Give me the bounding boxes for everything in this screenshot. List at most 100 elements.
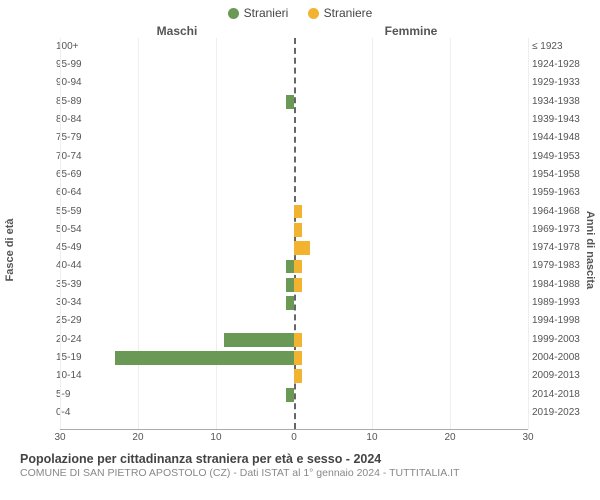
- bar-half-male: [60, 221, 294, 239]
- y-tick-right: 1959-1963: [532, 188, 580, 198]
- y-tick-right: 1944-1948: [532, 133, 580, 143]
- legend-item-female: Straniere: [308, 6, 373, 20]
- bar-half-male: [60, 404, 294, 422]
- bar-half-female: [294, 312, 528, 330]
- bar-row: [60, 129, 528, 147]
- legend-label-female: Straniere: [324, 6, 373, 20]
- x-tick: 30: [522, 432, 533, 443]
- bar-female: [294, 223, 302, 237]
- bar-half-female: [294, 38, 528, 56]
- bar-row: [60, 202, 528, 220]
- bar-male: [286, 95, 294, 109]
- bar-half-male: [60, 312, 294, 330]
- chart-footer: Popolazione per cittadinanza straniera p…: [10, 452, 590, 479]
- bar-half-male: [60, 92, 294, 110]
- bar-female: [294, 333, 302, 347]
- bar-female: [294, 241, 310, 255]
- bar-row: [60, 404, 528, 422]
- bar-half-male: [60, 147, 294, 165]
- bar-row: [60, 312, 528, 330]
- bar-row: [60, 111, 528, 129]
- y-tick-right: 1934-1938: [532, 97, 580, 107]
- bar-half-female: [294, 221, 528, 239]
- bar-half-female: [294, 239, 528, 257]
- bar-half-male: [60, 38, 294, 56]
- y-tick-right: ≤ 1923: [532, 42, 563, 52]
- legend-swatch-male: [228, 8, 239, 19]
- bar-half-female: [294, 404, 528, 422]
- y-tick-right: 1929-1933: [532, 78, 580, 88]
- bar-female: [294, 260, 302, 274]
- bar-row: [60, 349, 528, 367]
- bar-female: [294, 205, 302, 219]
- bar-row: [60, 221, 528, 239]
- y-axis-label-left: Fasce di età: [4, 219, 16, 282]
- bar-row: [60, 92, 528, 110]
- y-tick-right: 1939-1943: [532, 115, 580, 125]
- y-tick-right: 2004-2008: [532, 353, 580, 363]
- bar-row: [60, 331, 528, 349]
- bar-half-female: [294, 257, 528, 275]
- bar-row: [60, 239, 528, 257]
- bar-row: [60, 184, 528, 202]
- bar-half-female: [294, 147, 528, 165]
- bar-half-female: [294, 184, 528, 202]
- side-title-right: Femmine: [294, 24, 528, 38]
- bar-half-female: [294, 111, 528, 129]
- legend: Stranieri Straniere: [10, 6, 590, 22]
- y-tick-right: 1979-1983: [532, 261, 580, 271]
- bar-half-male: [60, 202, 294, 220]
- y-tick-right: 1984-1988: [532, 280, 580, 290]
- x-axis: 0101020203030: [60, 430, 528, 448]
- bar-half-male: [60, 166, 294, 184]
- bar-half-female: [294, 386, 528, 404]
- bar-row: [60, 74, 528, 92]
- bar-half-male: [60, 184, 294, 202]
- bar-female: [294, 351, 302, 365]
- bar-male: [286, 260, 294, 274]
- x-tick: 0: [291, 432, 297, 443]
- x-tick: 20: [444, 432, 455, 443]
- y-tick-right: 2014-2018: [532, 390, 580, 400]
- footer-title: Popolazione per cittadinanza straniera p…: [20, 452, 590, 466]
- bar-half-female: [294, 56, 528, 74]
- y-tick-right: 1924-1928: [532, 60, 580, 70]
- bar-male: [286, 296, 294, 310]
- bar-half-male: [60, 257, 294, 275]
- y-axis-label-right: Anni di nascita: [584, 211, 596, 289]
- x-tick: 10: [210, 432, 221, 443]
- bar-row: [60, 276, 528, 294]
- side-titles: Maschi Femmine: [60, 24, 528, 38]
- bar-row: [60, 166, 528, 184]
- bar-row: [60, 56, 528, 74]
- x-tick: 10: [366, 432, 377, 443]
- bar-female: [294, 278, 302, 292]
- y-tick-right: 2009-2013: [532, 371, 580, 381]
- bar-half-male: [60, 386, 294, 404]
- bar-half-male: [60, 129, 294, 147]
- legend-label-male: Stranieri: [244, 6, 289, 20]
- y-tick-right: 1974-1978: [532, 243, 580, 253]
- bar-half-female: [294, 331, 528, 349]
- y-tick-right: 1954-1958: [532, 170, 580, 180]
- bar-half-male: [60, 239, 294, 257]
- bar-row: [60, 257, 528, 275]
- side-title-left: Maschi: [60, 24, 294, 38]
- bar-half-female: [294, 276, 528, 294]
- bar-half-male: [60, 331, 294, 349]
- plot-area: 100+95-9990-9485-8980-8475-7970-7465-696…: [60, 38, 528, 430]
- x-tick: 20: [132, 432, 143, 443]
- y-tick-right: 1999-2003: [532, 335, 580, 345]
- y-tick-right: 1964-1968: [532, 207, 580, 217]
- y-tick-right: 1989-1993: [532, 298, 580, 308]
- bar-half-female: [294, 129, 528, 147]
- bar-half-male: [60, 74, 294, 92]
- bar-half-female: [294, 294, 528, 312]
- bar-female: [294, 369, 302, 383]
- bar-male: [286, 278, 294, 292]
- y-tick-right: 1969-1973: [532, 225, 580, 235]
- bar-half-female: [294, 349, 528, 367]
- bar-row: [60, 367, 528, 385]
- bar-male: [286, 388, 294, 402]
- bar-half-female: [294, 74, 528, 92]
